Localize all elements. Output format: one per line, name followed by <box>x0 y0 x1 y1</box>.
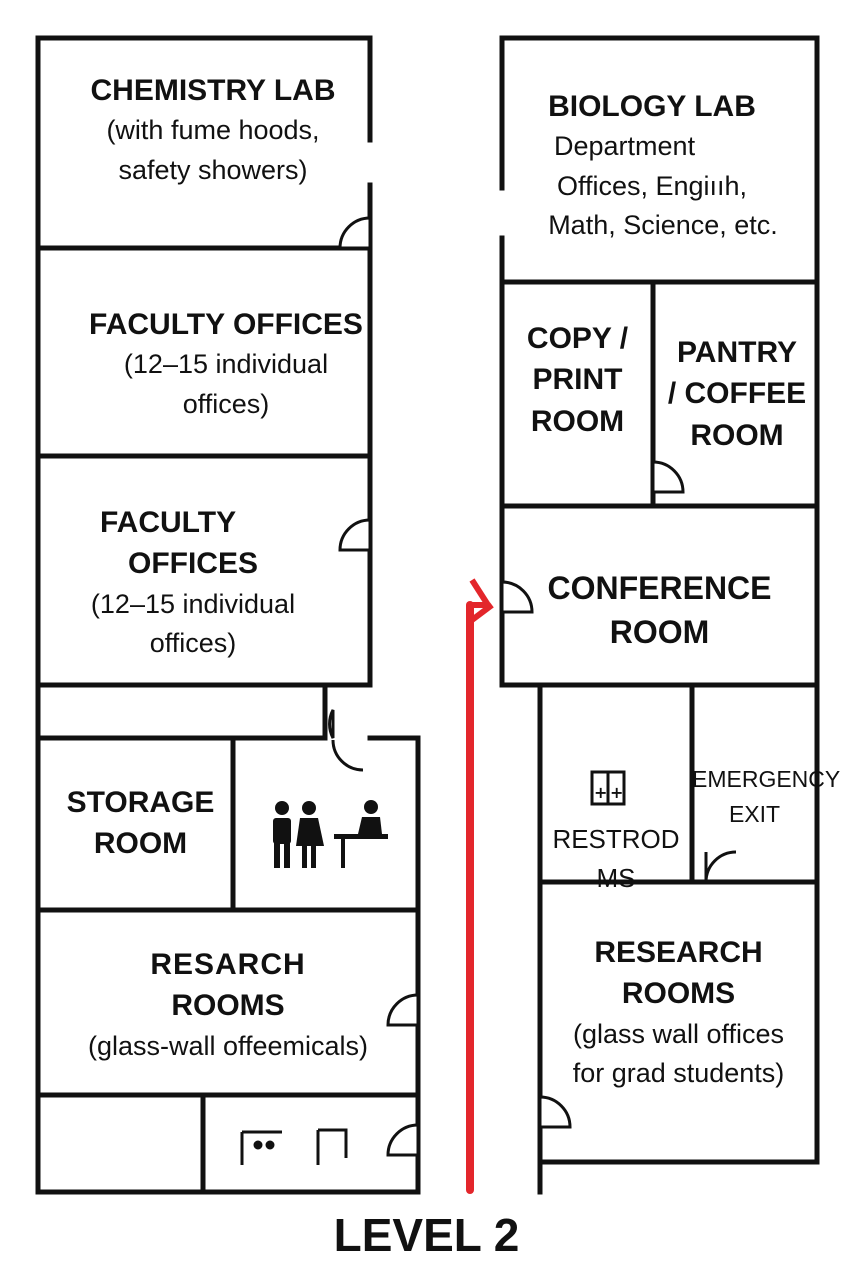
research-left-line-1: RESARCH <box>150 948 306 981</box>
research-rooms-right-label: RESEARCH ROOMS (glass wall offices for g… <box>540 932 817 1093</box>
storage-line-1: STORAGE <box>66 786 215 819</box>
conference-room-label: CONFERENCE ROOM <box>502 566 817 654</box>
doors <box>328 216 737 1157</box>
pantry-label: PANTRY / COFFEE ROOM <box>656 332 818 456</box>
research-right-line-1: RESEARCH <box>594 936 763 969</box>
faculty-offices-b-name-2: OFFICES <box>127 547 258 581</box>
storage-room-label: STORAGE ROOM <box>38 782 243 865</box>
svg-text:+: + <box>610 783 623 802</box>
research-rooms-left-label: RESARCH ROOMS (glass-wall offeemicals) <box>38 944 418 1066</box>
bottom-restroom-sign-icon <box>240 1128 348 1165</box>
restrooms-line-2: MS <box>596 863 636 893</box>
pantry-line-1: PANTRY <box>677 336 797 369</box>
faculty-offices-a-detail-1: (12–15 individual <box>123 349 329 380</box>
biology-lab-line-4: Math, Science, etc. <box>548 209 778 240</box>
copy-print-room-label: COPY / PRINT ROOM <box>502 318 653 442</box>
copy-print-line-1: COPY / <box>526 322 629 355</box>
research-right-line-3: (glass wall offices <box>572 1018 785 1049</box>
research-right-line-4: for grad students) <box>572 1057 785 1088</box>
chemistry-lab-name: CHEMISTRY LAB <box>90 74 336 107</box>
restrooms-line-1: RESTROD <box>552 824 680 854</box>
research-right-line-2: ROOMS <box>621 977 736 1011</box>
copy-print-line-3: ROOM <box>530 404 625 438</box>
chemistry-lab-label: CHEMISTRY LAB (with fume hoods, safety s… <box>38 70 388 190</box>
conference-line-1: CONFERENCE <box>547 570 772 606</box>
faculty-offices-a-detail-2: offices) <box>182 388 270 419</box>
research-left-line-2: ROOMS <box>171 989 285 1023</box>
pantry-line-2: / COFFEE <box>667 377 807 411</box>
faculty-offices-b-label: FACULTY OFFICES (12–15 individual office… <box>38 502 348 663</box>
level-title: LEVEL 2 <box>333 1209 520 1261</box>
faculty-offices-a-label: FACULTY OFFICES (12–15 individual office… <box>56 304 396 424</box>
biology-lab-name: BIOLOGY LAB <box>548 90 756 123</box>
svg-text:+: + <box>594 783 607 802</box>
conference-line-2: ROOM <box>609 614 710 651</box>
faculty-offices-a-name: FACULTY OFFICES <box>89 308 363 341</box>
route-arrow <box>466 578 494 1194</box>
biology-lab-label: BIOLOGY LAB Department Offices, Engiııh,… <box>502 86 802 245</box>
chemistry-lab-detail-1: (with fume hoods, <box>106 115 320 146</box>
copy-print-line-2: PRINT <box>532 363 623 397</box>
emergency-line-1: EMERGENCY <box>692 766 841 792</box>
biology-lab-line-3: Offices, Engiııh, <box>556 170 748 201</box>
pantry-line-3: ROOM <box>690 418 784 452</box>
research-left-line-3: (glass-wall offeemicals) <box>87 1030 369 1061</box>
restroom-sign-icon: + + <box>590 770 626 806</box>
faculty-offices-b-name-1: FACULTY <box>100 506 253 539</box>
restrooms-label: RESTROD MS <box>540 820 692 898</box>
emergency-line-2: EXIT <box>728 800 781 827</box>
storage-line-2: ROOM <box>93 827 188 861</box>
biology-lab-line-2: Department <box>554 131 696 162</box>
emergency-exit-label: EMERGENCY EXIT <box>692 762 841 831</box>
chemistry-lab-detail-2: safety showers) <box>118 154 308 185</box>
people-at-desk-icon <box>273 800 388 868</box>
faculty-offices-b-detail-1: (12–15 individual <box>90 588 296 619</box>
faculty-offices-b-detail-2: offices) <box>149 627 237 658</box>
